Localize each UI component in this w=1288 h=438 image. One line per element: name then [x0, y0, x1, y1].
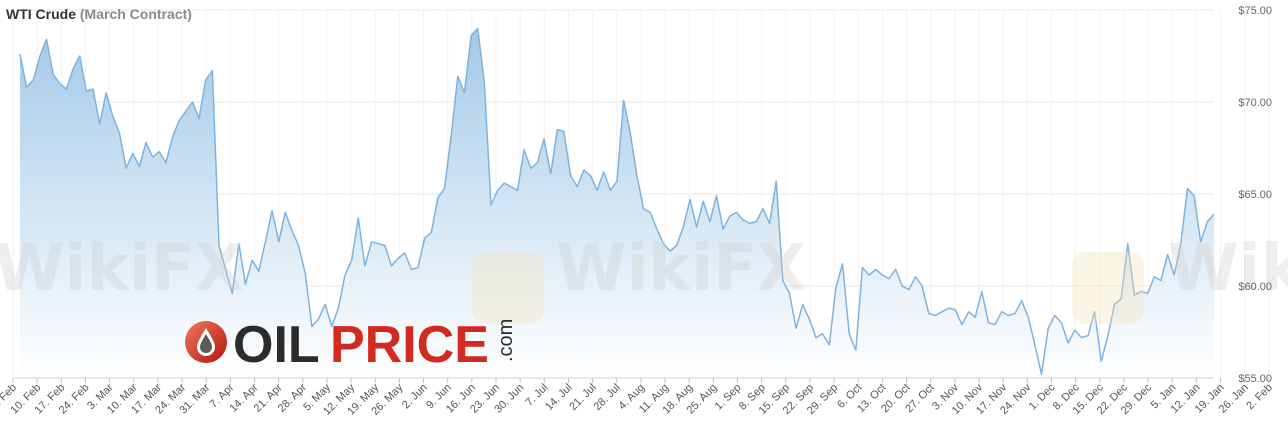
y-tick-label: $75.00	[1238, 5, 1272, 17]
chart-subtitle: (March Contract)	[79, 6, 192, 22]
y-tick-label: $70.00	[1238, 97, 1272, 109]
y-tick-label: $55.00	[1238, 373, 1272, 385]
price-area-fill	[20, 28, 1214, 379]
logo-oil-text: OIL	[233, 316, 320, 374]
x-tick-label: 2. Jun	[400, 382, 430, 412]
logo-com-text: .com	[495, 319, 517, 362]
chart-title-main: WTI Crude	[6, 6, 76, 22]
logo-price-text: PRICE	[330, 316, 489, 374]
x-tick-label: 2. Feb	[1244, 382, 1275, 413]
logo-drop-inner-icon	[200, 334, 212, 353]
watermark-layer: WikiFX WikiFX WikiFX	[0, 232, 1288, 324]
wikifx-watermark: WikiFX	[1168, 232, 1288, 306]
wikifx-watermark-logo-icon	[472, 252, 544, 324]
area-series	[19, 27, 1215, 379]
wikifx-watermark-logo-icon	[1072, 252, 1144, 324]
wikifx-watermark: WikiFX	[0, 232, 244, 306]
y-axis: $55.00 $60.00 $65.00 $70.00 $75.00	[1238, 5, 1272, 385]
x-tick-label: 1. Sep	[713, 382, 744, 413]
x-tick-label: 28. Jul	[591, 382, 622, 413]
y-tick-label: $60.00	[1238, 281, 1272, 293]
price-line	[19, 27, 1215, 376]
oilprice-logo: OIL PRICE .com	[185, 316, 517, 374]
wikifx-watermark: WikiFX	[556, 232, 806, 306]
chart-title: WTI Crude (March Contract)	[6, 6, 192, 22]
y-tick-label: $65.00	[1238, 189, 1272, 201]
